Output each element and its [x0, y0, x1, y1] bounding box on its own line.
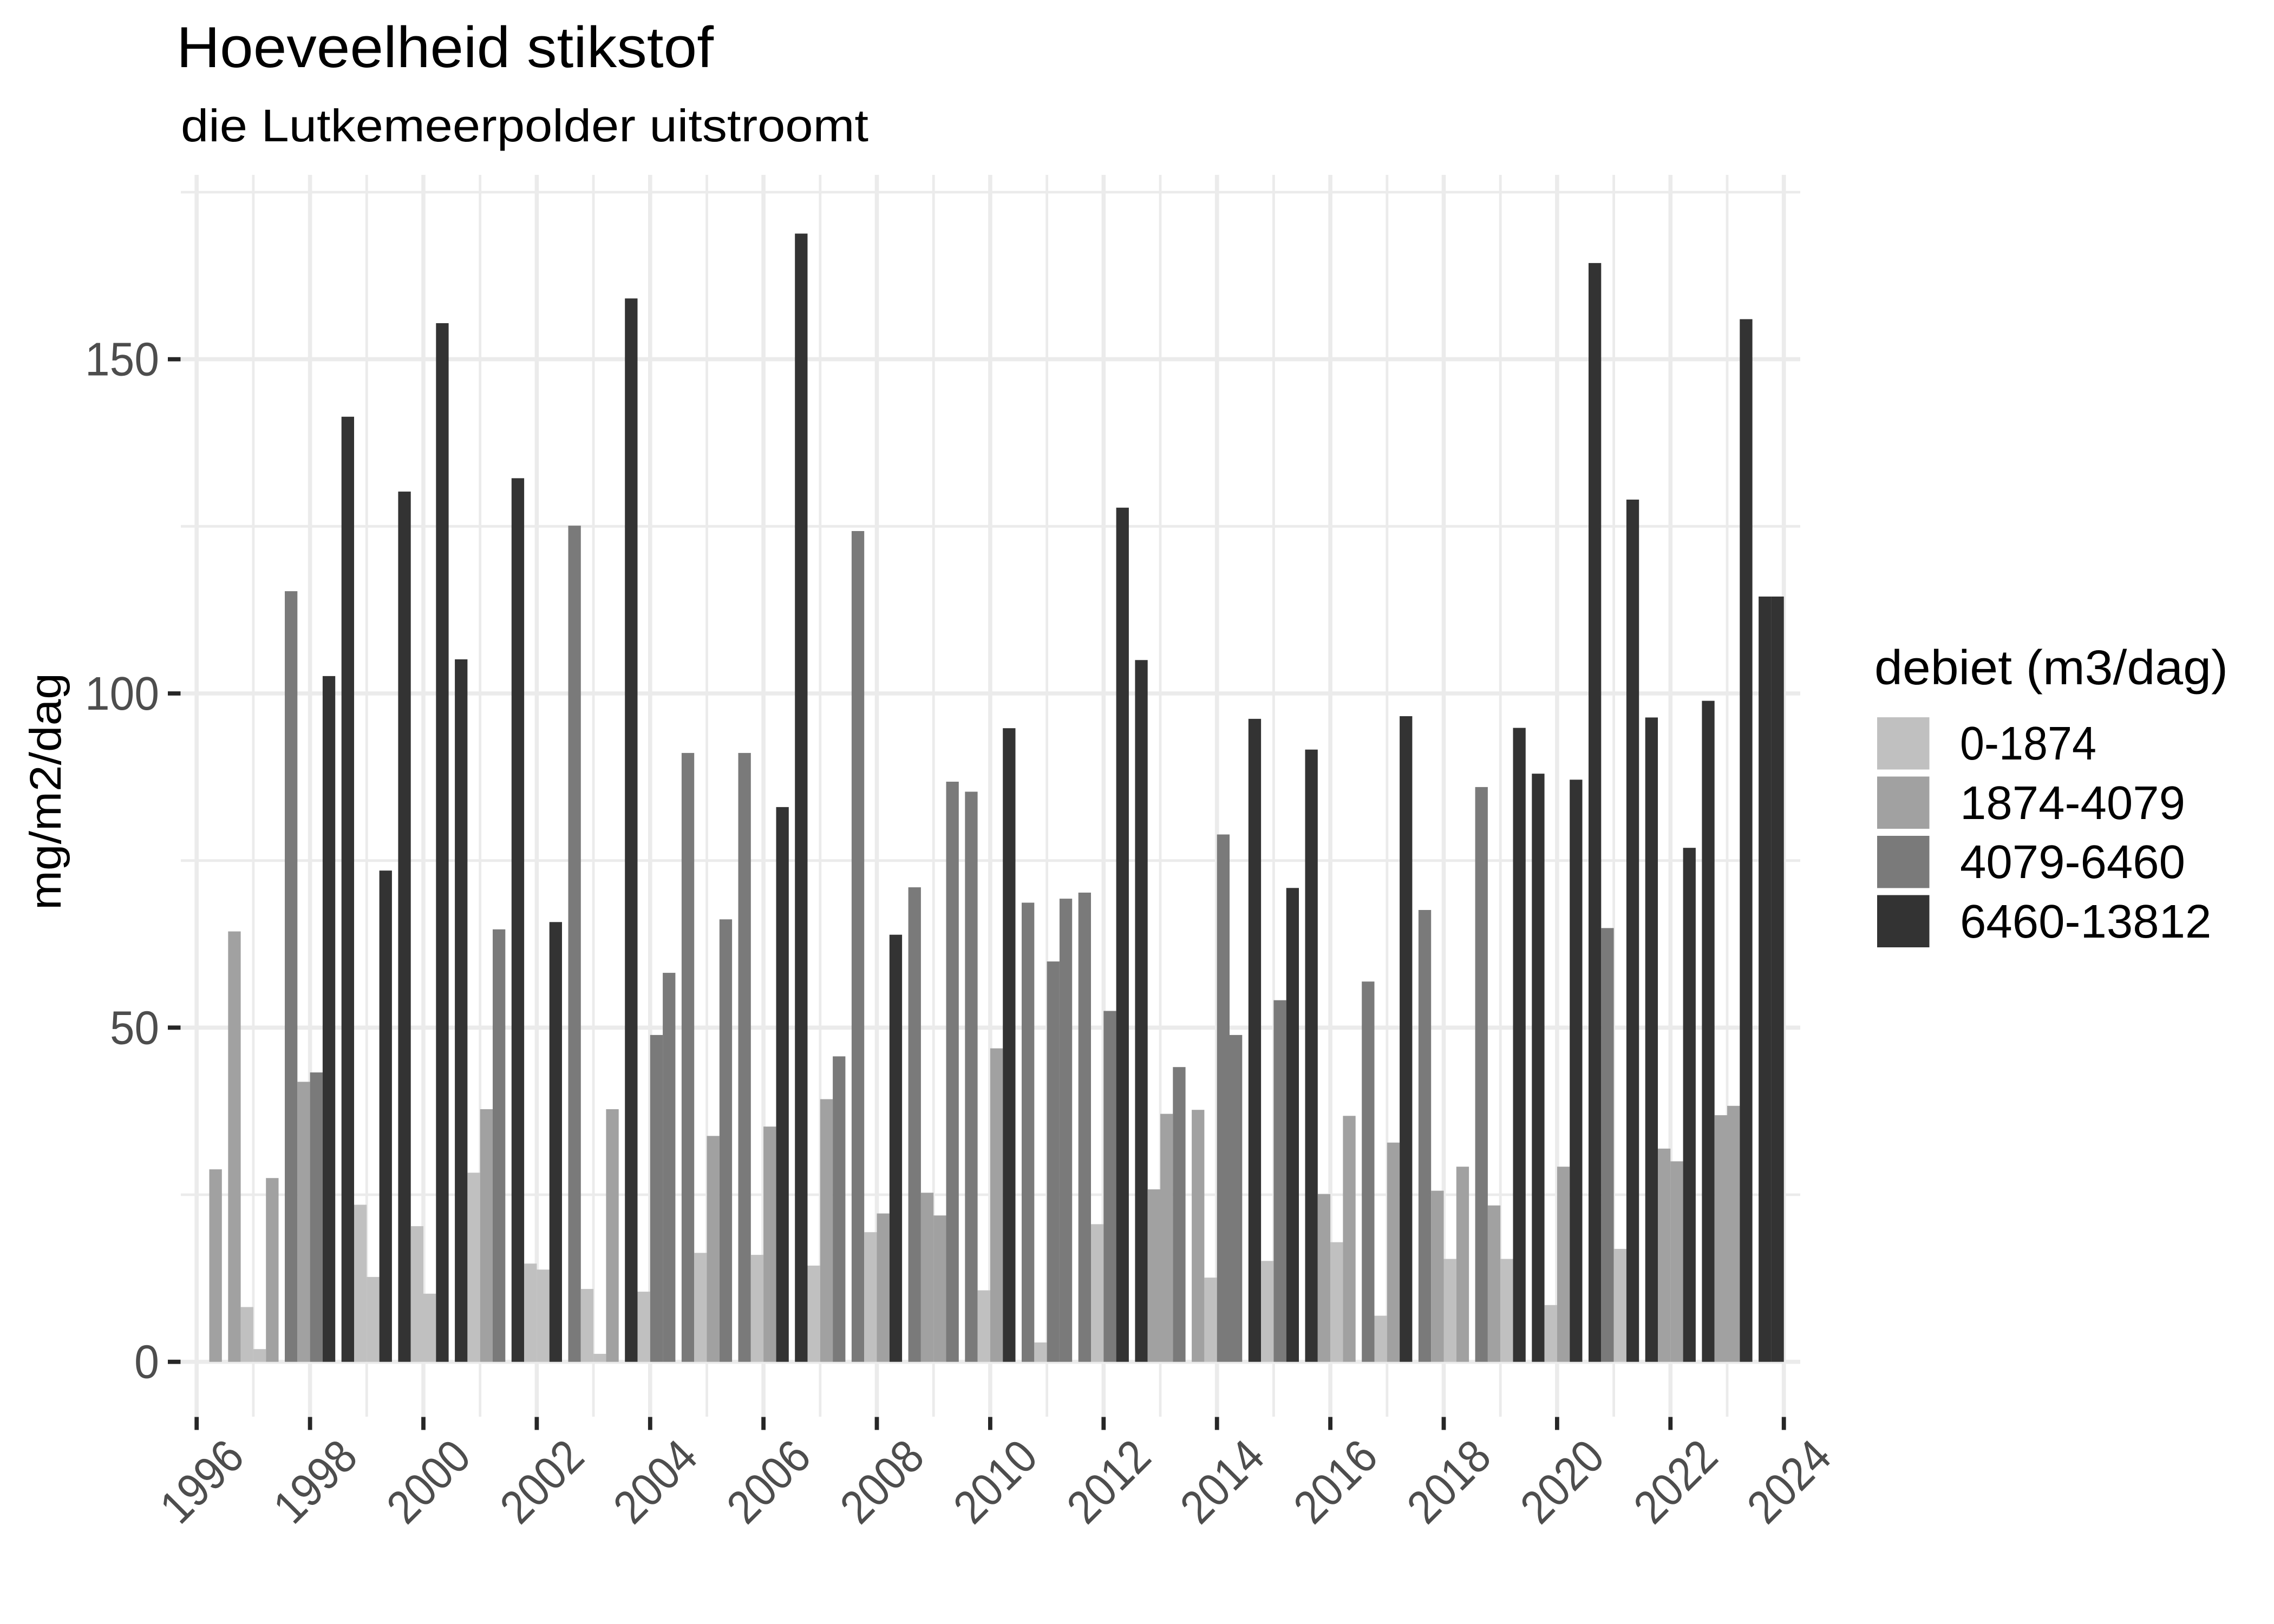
svg-text:100: 100	[85, 667, 159, 720]
svg-text:0-1874: 0-1874	[1960, 717, 2096, 770]
svg-text:4079-6460: 4079-6460	[1960, 836, 2185, 888]
svg-text:50: 50	[110, 1001, 159, 1054]
svg-text:150: 150	[85, 333, 159, 386]
svg-text:6460-13812: 6460-13812	[1960, 895, 2211, 948]
svg-text:debiet (m3/dag): debiet (m3/dag)	[1874, 641, 2228, 695]
svg-text:mg/m2/dag: mg/m2/dag	[21, 673, 70, 910]
svg-text:die Lutkemeerpolder uitstroomt: die Lutkemeerpolder uitstroomt	[181, 100, 868, 151]
svg-text:0: 0	[134, 1336, 159, 1389]
svg-text:1874-4079: 1874-4079	[1960, 777, 2185, 829]
svg-text:Hoeveelheid stikstof: Hoeveelheid stikstof	[177, 15, 714, 80]
